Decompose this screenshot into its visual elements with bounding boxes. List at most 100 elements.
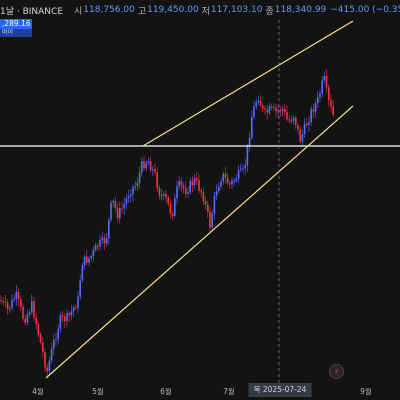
candle-body xyxy=(290,120,293,122)
low-value: 117,103.10 xyxy=(210,5,263,15)
candle-body xyxy=(152,169,154,171)
candle-body xyxy=(279,110,282,112)
candle-body xyxy=(163,194,165,196)
candle-body xyxy=(259,100,262,106)
candle-body xyxy=(81,265,84,281)
candle-body xyxy=(75,307,77,309)
candle-body xyxy=(114,201,117,208)
candle-body xyxy=(277,110,279,112)
candle-body xyxy=(310,109,312,123)
candle-body xyxy=(229,183,231,185)
candle-body xyxy=(306,123,308,126)
candle-body xyxy=(13,298,15,300)
candle-body xyxy=(255,102,257,107)
price-tag[interactable]: ,289.16 xyxy=(0,19,32,29)
candle-body xyxy=(187,192,189,194)
crosshair-date-label: 목 2025-07-24 xyxy=(248,383,312,397)
candle-body xyxy=(26,314,29,323)
candle-body xyxy=(160,195,163,197)
candle-body xyxy=(53,339,55,349)
lower-trendline[interactable] xyxy=(45,105,354,379)
candle-body xyxy=(237,169,240,179)
candle-body xyxy=(88,258,90,263)
candle-body xyxy=(246,145,249,166)
candle-body xyxy=(319,93,321,98)
candle-body xyxy=(178,181,180,187)
candle-body xyxy=(218,186,220,192)
candle-body xyxy=(105,238,108,244)
candle-body xyxy=(6,302,9,309)
candle-body xyxy=(295,117,297,126)
high-value: 119,450.00 xyxy=(147,5,199,15)
candle-body xyxy=(31,301,33,313)
candle-body xyxy=(134,186,136,188)
candle-body xyxy=(253,106,255,118)
candle-body xyxy=(284,109,286,113)
candle-body xyxy=(64,316,66,322)
candle-body xyxy=(55,338,57,340)
candle-body xyxy=(154,169,156,173)
candle-body xyxy=(136,182,139,187)
price-tag-sub: 바이 xyxy=(0,29,32,37)
candle-body xyxy=(90,255,92,259)
candle-body xyxy=(101,237,103,240)
candle-body xyxy=(251,117,253,138)
lightning-icon[interactable]: ⚡ xyxy=(329,364,344,379)
candle-body xyxy=(174,198,176,217)
candle-body xyxy=(97,245,99,247)
candle-body xyxy=(116,207,119,219)
candle-body xyxy=(0,300,2,302)
x-label-jul: 7월 xyxy=(223,387,235,396)
candle-body xyxy=(268,106,271,113)
candle-body xyxy=(266,109,268,113)
candle-body xyxy=(240,168,242,170)
candle-body xyxy=(233,180,235,182)
change-value: −415.00 (−0.35%) xyxy=(330,5,400,15)
candle-body xyxy=(68,313,70,316)
candle-body xyxy=(143,161,145,169)
candle-body xyxy=(99,239,101,247)
candle-body xyxy=(231,180,233,185)
candle-body xyxy=(127,196,130,199)
candle-body xyxy=(77,296,79,308)
candle-body xyxy=(317,97,319,104)
candle-body xyxy=(70,311,73,316)
candle-body xyxy=(323,76,326,81)
candle-body xyxy=(130,194,132,197)
candle-body xyxy=(200,190,202,193)
candle-body xyxy=(11,299,13,309)
candle-body xyxy=(286,112,288,120)
candle-body xyxy=(94,245,97,250)
upper-trendline[interactable] xyxy=(142,20,354,147)
candle-body xyxy=(141,161,143,173)
candle-body xyxy=(92,249,95,256)
candle-body xyxy=(125,198,128,205)
low-label: 저 xyxy=(201,6,210,17)
candle-body xyxy=(46,367,48,372)
candle-body xyxy=(123,204,125,209)
candle-body xyxy=(24,318,26,323)
candle-body xyxy=(257,100,260,103)
candle-body xyxy=(303,123,306,134)
open-label: 시 xyxy=(74,6,83,17)
candle-body xyxy=(299,129,301,142)
candle-body xyxy=(193,178,196,186)
candle-body xyxy=(171,213,174,217)
candle-body xyxy=(185,188,187,194)
candle-body xyxy=(59,315,62,329)
candle-body xyxy=(22,306,24,319)
x-label-sep: 9월 xyxy=(360,387,372,396)
candle-body xyxy=(242,168,244,170)
candle-body xyxy=(37,324,40,335)
candle-body xyxy=(321,80,323,94)
candle-body xyxy=(222,173,224,182)
candle-body xyxy=(33,301,35,318)
candle-body xyxy=(273,106,275,108)
candle-body xyxy=(275,107,277,112)
candle-body xyxy=(189,181,191,193)
candle-body xyxy=(50,348,53,361)
open-value: 118,756.00 xyxy=(83,5,135,15)
candle-body xyxy=(262,105,264,109)
candle-body xyxy=(281,109,284,111)
